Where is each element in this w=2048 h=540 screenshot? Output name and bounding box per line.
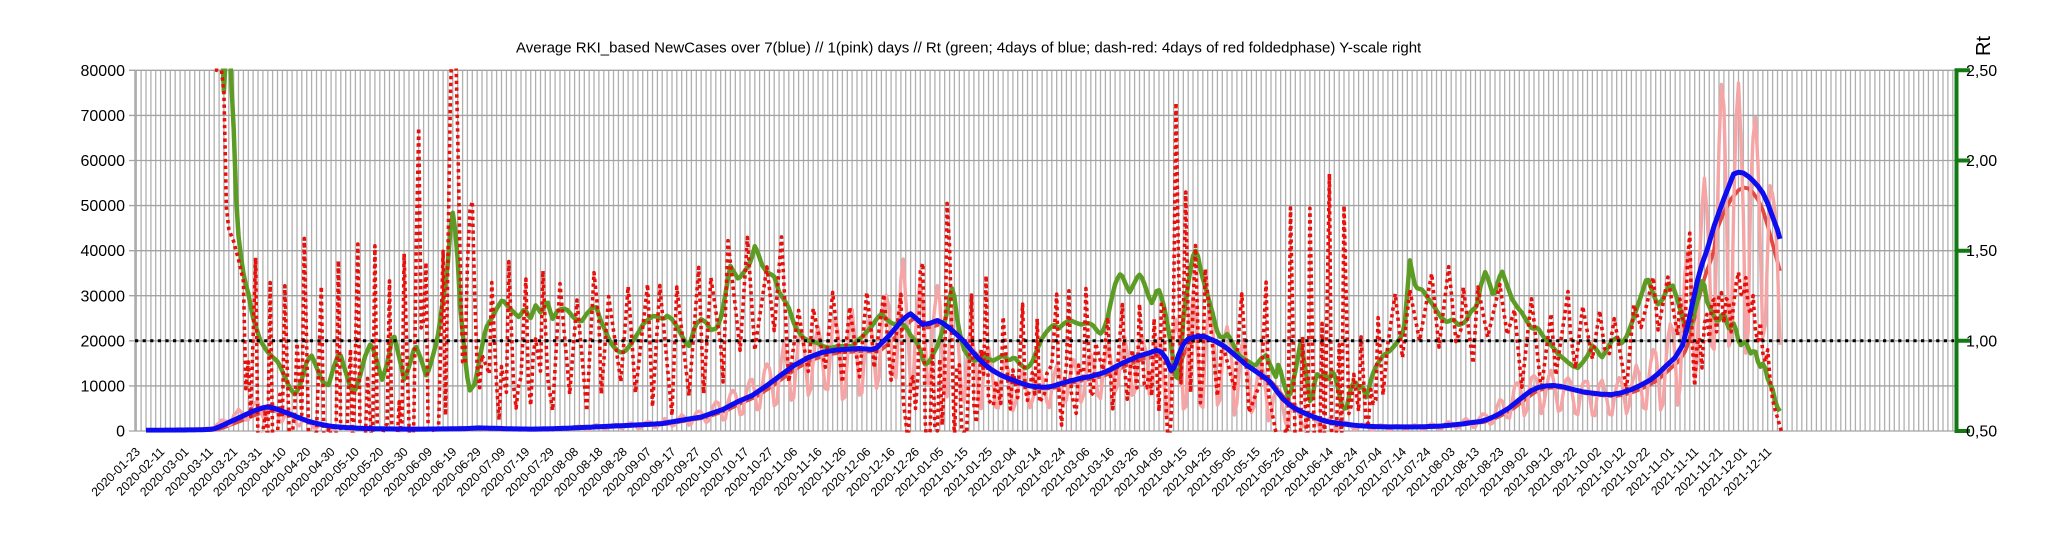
svg-text:50000: 50000 bbox=[81, 198, 126, 215]
svg-text:2,00: 2,00 bbox=[1966, 153, 1997, 170]
svg-text:60000: 60000 bbox=[81, 153, 126, 170]
svg-text:20000: 20000 bbox=[81, 333, 126, 350]
svg-text:0,50: 0,50 bbox=[1966, 424, 1997, 441]
svg-text:1,50: 1,50 bbox=[1966, 243, 1997, 260]
svg-text:Rt: Rt bbox=[1973, 36, 1995, 56]
svg-text:10000: 10000 bbox=[81, 379, 126, 396]
svg-text:1,00: 1,00 bbox=[1966, 333, 1997, 350]
svg-text:2,50: 2,50 bbox=[1966, 63, 1997, 80]
svg-text:Average RKI_based NewCases ove: Average RKI_based NewCases over 7(blue) … bbox=[516, 40, 1422, 57]
svg-text:0: 0 bbox=[116, 424, 125, 441]
svg-text:30000: 30000 bbox=[81, 288, 126, 305]
svg-text:70000: 70000 bbox=[81, 108, 126, 125]
svg-text:40000: 40000 bbox=[81, 243, 126, 260]
svg-text:80000: 80000 bbox=[81, 63, 126, 80]
